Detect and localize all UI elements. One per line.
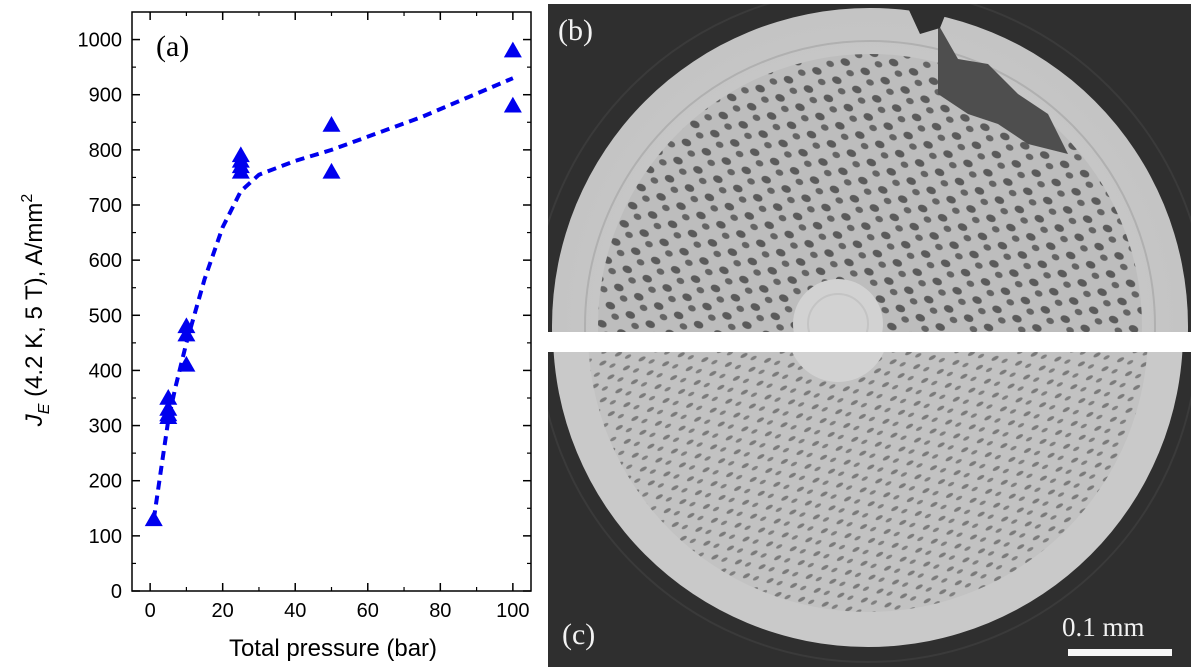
x-tick-label: 0 [145,600,156,622]
y-tick-label: 0 [111,581,122,603]
data-point [177,317,196,334]
plot-frame [131,11,532,592]
y-tick-label: 300 [89,416,122,438]
data-point [144,510,163,527]
x-axis: 0 20 40 60 80 100 [145,12,530,622]
data-point [159,389,178,405]
data-point [177,325,196,342]
data-point [503,41,522,58]
y-axis: 0 100 200 300 400 500 600 700 800 900 1000 [78,30,531,603]
y-axis-superscript: 2 [19,194,36,203]
chart-svg: 0 20 40 60 80 100 0 100 200 300 400 500 600 700 800 90… [19,11,532,662]
data-point [322,162,341,179]
y-tick-label: 700 [89,195,122,217]
x-axis-title: Total pressure (bar) [229,635,437,662]
y-axis-subscript: E [36,403,53,414]
y-tick-label: 600 [89,250,122,272]
y-axis-rest: (4.2 K, 5 T), A/mm [21,203,48,404]
y-tick-label: 900 [89,85,122,107]
scale-bar-label: 0.1 mm [1062,612,1145,642]
micrograph-c: (c) 0.1 mm [548,352,1191,667]
panel-label-c: (c) [562,618,596,651]
data-point [177,355,196,372]
y-tick-label: 100 [89,526,122,548]
panel-label-b: (b) [558,14,593,47]
y-axis-title: JE (4.2 K, 5 T), A/mm2 [19,194,53,428]
x-tick-label: 20 [212,600,234,622]
fit-curve [151,76,514,520]
x-tick-label: 40 [284,600,306,622]
x-tick-label: 100 [496,600,529,622]
data-points [144,41,522,527]
y-tick-label: 1000 [78,30,123,52]
micrograph-b: (b) [548,4,1191,332]
x-tick-label: 80 [429,600,451,622]
jc-vs-pressure-chart: 0 20 40 60 80 100 0 100 200 300 400 500 600 700 800 90… [0,0,545,671]
scale-bar [1068,649,1172,656]
data-point [503,96,522,113]
y-tick-label: 500 [89,305,122,327]
data-point [231,146,250,163]
data-point [159,400,178,416]
y-axis-symbol: J [21,413,48,427]
y-tick-label: 400 [89,360,122,382]
micrograph-c-image [548,352,1191,663]
y-tick-label: 800 [89,140,122,162]
data-point [322,116,341,132]
micrograph-b-image [548,4,1191,332]
x-tick-label: 60 [357,600,379,622]
y-tick-label: 200 [89,471,122,493]
panel-label-a: (a) [156,30,189,63]
